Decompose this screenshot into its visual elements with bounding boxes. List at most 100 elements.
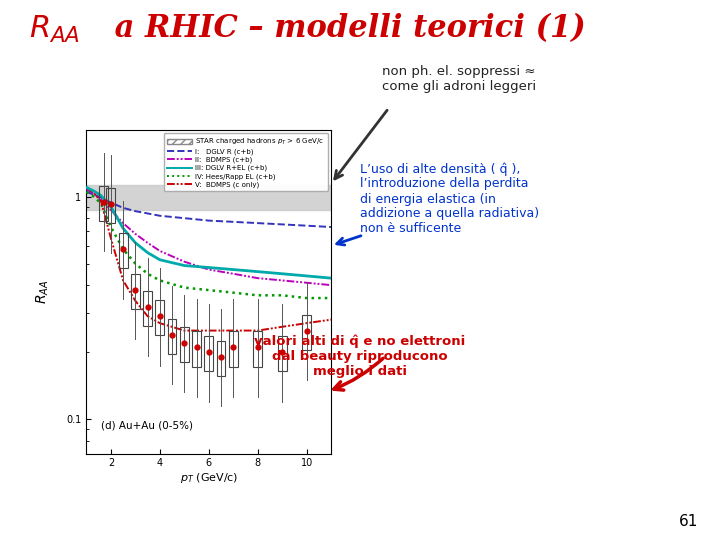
II:  BDMPS (c+b): (3.5, 0.62): BDMPS (c+b): (3.5, 0.62) [143,240,152,246]
III:  DGLV R+EL (c+b): (8, 0.46): DGLV R+EL (c+b): (8, 0.46) [253,268,262,275]
Legend: STAR charged hadrons $p_T$ > 6 GeV/c, I:   DGLV R (c+b), II:  BDMPS (c+b), III: : STAR charged hadrons $p_T$ > 6 GeV/c, I:… [164,133,328,191]
V:  BDMPS (c only): (2.5, 0.42): BDMPS (c only): (2.5, 0.42) [119,277,127,284]
V:  BDMPS (c only): (7, 0.25): BDMPS (c only): (7, 0.25) [229,327,238,334]
Bar [86,325,331,360]
II:  BDMPS (c+b): (2, 0.87): BDMPS (c+b): (2, 0.87) [107,207,115,213]
Text: non ph. el. soppressi ≈
come gli adroni leggeri: non ph. el. soppressi ≈ come gli adroni … [382,65,536,93]
V:  BDMPS (c only): (11, 0.28): BDMPS (c only): (11, 0.28) [327,316,336,323]
I:  DGLV R (c+b): (2, 0.94): DGLV R (c+b): (2, 0.94) [107,199,115,206]
I:  DGLV R (c+b): (9, 0.75): DGLV R (c+b): (9, 0.75) [278,221,287,228]
Line: III:  DGLV R+EL (c+b): III: DGLV R+EL (c+b) [86,187,331,278]
Bar [204,336,213,372]
Line: I:  DGLV R (c+b): I: DGLV R (c+b) [86,192,331,227]
II:  BDMPS (c+b): (5, 0.51): BDMPS (c+b): (5, 0.51) [180,259,189,265]
V:  BDMPS (c only): (2, 0.65): BDMPS (c only): (2, 0.65) [107,235,115,241]
II:  BDMPS (c+b): (10, 0.41): BDMPS (c+b): (10, 0.41) [302,280,311,286]
II:  BDMPS (c+b): (1, 1.08): BDMPS (c+b): (1, 1.08) [82,186,91,192]
Bar [156,300,164,335]
Bar [107,187,115,223]
Text: a RHIC – modelli teorici (1): a RHIC – modelli teorici (1) [104,14,586,44]
Bar [192,332,201,367]
IV:  Hees/Rapp EL (c+b): (3.5, 0.45): Hees/Rapp EL (c+b): (3.5, 0.45) [143,271,152,277]
I:  DGLV R (c+b): (8, 0.76): DGLV R (c+b): (8, 0.76) [253,220,262,226]
II:  BDMPS (c+b): (6, 0.47): BDMPS (c+b): (6, 0.47) [204,266,213,273]
IV:  Hees/Rapp EL (c+b): (1, 1.05): Hees/Rapp EL (c+b): (1, 1.05) [82,188,91,195]
IV:  Hees/Rapp EL (c+b): (8, 0.36): Hees/Rapp EL (c+b): (8, 0.36) [253,292,262,299]
III:  DGLV R+EL (c+b): (3.5, 0.56): DGLV R+EL (c+b): (3.5, 0.56) [143,249,152,256]
V:  BDMPS (c only): (8, 0.25): BDMPS (c only): (8, 0.25) [253,327,262,334]
Bar [86,185,331,210]
IV:  Hees/Rapp EL (c+b): (1.6, 0.93): Hees/Rapp EL (c+b): (1.6, 0.93) [96,200,105,207]
Bar [253,332,262,367]
Text: L’uso di alte densità ( q̂ ),
l’introduzione della perdita
di energia elastica (: L’uso di alte densità ( q̂ ), l’introduz… [360,162,539,235]
II:  BDMPS (c+b): (4, 0.57): BDMPS (c+b): (4, 0.57) [156,248,164,254]
Bar [99,186,108,221]
Text: $R_{AA}$: $R_{AA}$ [34,280,50,303]
V:  BDMPS (c only): (5, 0.25): BDMPS (c only): (5, 0.25) [180,327,189,334]
II:  BDMPS (c+b): (7, 0.45): BDMPS (c+b): (7, 0.45) [229,271,238,277]
III:  DGLV R+EL (c+b): (11, 0.43): DGLV R+EL (c+b): (11, 0.43) [327,275,336,281]
III:  DGLV R+EL (c+b): (4, 0.52): DGLV R+EL (c+b): (4, 0.52) [156,256,164,263]
IV:  Hees/Rapp EL (c+b): (5, 0.39): Hees/Rapp EL (c+b): (5, 0.39) [180,285,189,291]
II:  BDMPS (c+b): (1.3, 1.03): BDMPS (c+b): (1.3, 1.03) [89,191,98,197]
II:  BDMPS (c+b): (8, 0.43): BDMPS (c+b): (8, 0.43) [253,275,262,281]
Bar [229,332,238,367]
I:  DGLV R (c+b): (11, 0.73): DGLV R (c+b): (11, 0.73) [327,224,336,230]
X-axis label: $p_T$ (GeV/c): $p_T$ (GeV/c) [179,471,238,485]
Bar [302,315,311,350]
V:  BDMPS (c only): (1.6, 0.95): BDMPS (c only): (1.6, 0.95) [96,198,105,205]
III:  DGLV R+EL (c+b): (7, 0.47): DGLV R+EL (c+b): (7, 0.47) [229,266,238,273]
III:  DGLV R+EL (c+b): (3, 0.62): DGLV R+EL (c+b): (3, 0.62) [131,240,140,246]
Bar [119,233,127,268]
Line: II:  BDMPS (c+b): II: BDMPS (c+b) [86,189,331,285]
V:  BDMPS (c only): (1, 1.1): BDMPS (c only): (1, 1.1) [82,184,91,191]
V:  BDMPS (c only): (6, 0.25): BDMPS (c only): (6, 0.25) [204,327,213,334]
Bar [217,341,225,376]
I:  DGLV R (c+b): (1.6, 0.99): DGLV R (c+b): (1.6, 0.99) [96,194,105,201]
I:  DGLV R (c+b): (6, 0.78): DGLV R (c+b): (6, 0.78) [204,218,213,224]
III:  DGLV R+EL (c+b): (1.3, 1.06): DGLV R+EL (c+b): (1.3, 1.06) [89,188,98,194]
IV:  Hees/Rapp EL (c+b): (2, 0.73): Hees/Rapp EL (c+b): (2, 0.73) [107,224,115,230]
II:  BDMPS (c+b): (9, 0.42): BDMPS (c+b): (9, 0.42) [278,277,287,284]
I:  DGLV R (c+b): (1, 1.05): DGLV R (c+b): (1, 1.05) [82,188,91,195]
IV:  Hees/Rapp EL (c+b): (3, 0.5): Hees/Rapp EL (c+b): (3, 0.5) [131,260,140,267]
I:  DGLV R (c+b): (7, 0.77): DGLV R (c+b): (7, 0.77) [229,219,238,225]
Text: $R_{AA}$: $R_{AA}$ [29,14,80,45]
I:  DGLV R (c+b): (10, 0.74): DGLV R (c+b): (10, 0.74) [302,222,311,229]
V:  BDMPS (c only): (1.3, 1.04): BDMPS (c only): (1.3, 1.04) [89,190,98,196]
Bar [143,291,152,326]
IV:  Hees/Rapp EL (c+b): (2.5, 0.58): Hees/Rapp EL (c+b): (2.5, 0.58) [119,246,127,253]
III:  DGLV R+EL (c+b): (6, 0.48): DGLV R+EL (c+b): (6, 0.48) [204,264,213,271]
IV:  Hees/Rapp EL (c+b): (1.3, 1): Hees/Rapp EL (c+b): (1.3, 1) [89,193,98,200]
FancyArrowPatch shape [337,236,361,245]
II:  BDMPS (c+b): (1.6, 0.97): BDMPS (c+b): (1.6, 0.97) [96,197,105,203]
V:  BDMPS (c only): (10, 0.27): BDMPS (c only): (10, 0.27) [302,320,311,326]
III:  DGLV R+EL (c+b): (1, 1.1): DGLV R+EL (c+b): (1, 1.1) [82,184,91,191]
Bar [168,319,176,354]
Bar [278,336,287,372]
III:  DGLV R+EL (c+b): (10, 0.44): DGLV R+EL (c+b): (10, 0.44) [302,273,311,279]
III:  DGLV R+EL (c+b): (2.5, 0.72): DGLV R+EL (c+b): (2.5, 0.72) [119,225,127,232]
I:  DGLV R (c+b): (4, 0.82): DGLV R (c+b): (4, 0.82) [156,213,164,219]
IV:  Hees/Rapp EL (c+b): (9, 0.36): Hees/Rapp EL (c+b): (9, 0.36) [278,292,287,299]
Text: valori alti di q̂ e no elettroni
dal beauty riproducono
meglio i dati: valori alti di q̂ e no elettroni dal bea… [254,335,466,379]
IV:  Hees/Rapp EL (c+b): (11, 0.35): Hees/Rapp EL (c+b): (11, 0.35) [327,295,336,301]
V:  BDMPS (c only): (3, 0.34): BDMPS (c only): (3, 0.34) [131,298,140,304]
III:  DGLV R+EL (c+b): (1.6, 1.01): DGLV R+EL (c+b): (1.6, 1.01) [96,192,105,199]
I:  DGLV R (c+b): (3, 0.86): DGLV R (c+b): (3, 0.86) [131,208,140,214]
III:  DGLV R+EL (c+b): (2, 0.9): DGLV R+EL (c+b): (2, 0.9) [107,204,115,210]
FancyArrowPatch shape [334,358,383,390]
Line: IV:  Hees/Rapp EL (c+b): IV: Hees/Rapp EL (c+b) [86,192,331,298]
V:  BDMPS (c only): (4, 0.27): BDMPS (c only): (4, 0.27) [156,320,164,326]
Text: 61: 61 [679,514,698,529]
FancyArrowPatch shape [335,110,387,179]
IV:  Hees/Rapp EL (c+b): (7, 0.37): Hees/Rapp EL (c+b): (7, 0.37) [229,289,238,296]
II:  BDMPS (c+b): (11, 0.4): BDMPS (c+b): (11, 0.4) [327,282,336,288]
I:  DGLV R (c+b): (1.3, 1.02): DGLV R (c+b): (1.3, 1.02) [89,192,98,198]
Line: V:  BDMPS (c only): V: BDMPS (c only) [86,187,331,330]
I:  DGLV R (c+b): (2.5, 0.89): DGLV R (c+b): (2.5, 0.89) [119,205,127,211]
Text: (d) Au+Au (0-5%): (d) Au+Au (0-5%) [101,421,193,431]
IV:  Hees/Rapp EL (c+b): (4, 0.42): Hees/Rapp EL (c+b): (4, 0.42) [156,277,164,284]
II:  BDMPS (c+b): (3, 0.68): BDMPS (c+b): (3, 0.68) [131,231,140,237]
I:  DGLV R (c+b): (5, 0.8): DGLV R (c+b): (5, 0.8) [180,215,189,221]
